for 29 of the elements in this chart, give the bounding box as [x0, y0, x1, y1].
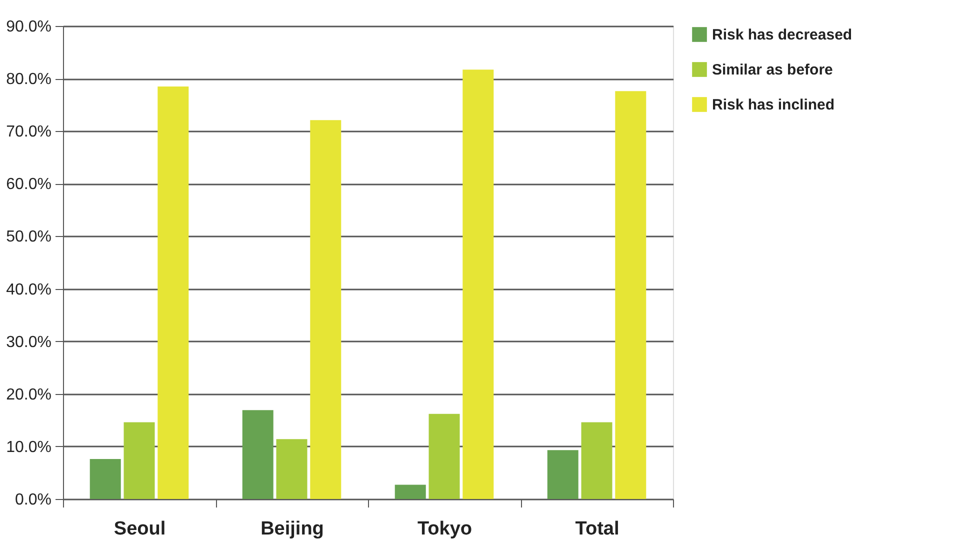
y-tick-label: 0.0%	[15, 492, 52, 508]
bar	[547, 450, 578, 499]
x-tick-label: Total	[575, 518, 620, 540]
bar	[394, 484, 426, 499]
y-tick-label: 20.0%	[6, 386, 52, 404]
bar	[90, 459, 121, 499]
y-tick-label: 90.0%	[6, 18, 52, 36]
bar	[615, 91, 646, 499]
y-tick-label: 50.0%	[6, 228, 52, 246]
legend-label: Risk has decreased	[712, 26, 852, 44]
bar	[124, 422, 155, 499]
bar	[276, 439, 308, 499]
y-tick-label: 60.0%	[6, 176, 52, 194]
y-tick-label: 70.0%	[6, 124, 52, 141]
x-tick-label: Seoul	[114, 518, 166, 540]
x-tick-label: Tokyo	[417, 518, 472, 540]
y-tick-label: 10.0%	[6, 438, 52, 456]
bar	[158, 86, 189, 499]
y-tick-label: 80.0%	[6, 71, 52, 88]
bar	[462, 70, 494, 499]
y-tick-label: 40.0%	[6, 281, 52, 298]
legend-label: Risk has inclined	[712, 96, 835, 114]
legend-label: Similar as before	[712, 62, 833, 78]
y-tick-label: 30.0%	[6, 334, 52, 351]
bar	[581, 422, 612, 499]
bar	[242, 410, 274, 499]
bar	[310, 120, 342, 499]
bar	[428, 414, 460, 499]
x-tick-label: Beijing	[260, 518, 324, 540]
